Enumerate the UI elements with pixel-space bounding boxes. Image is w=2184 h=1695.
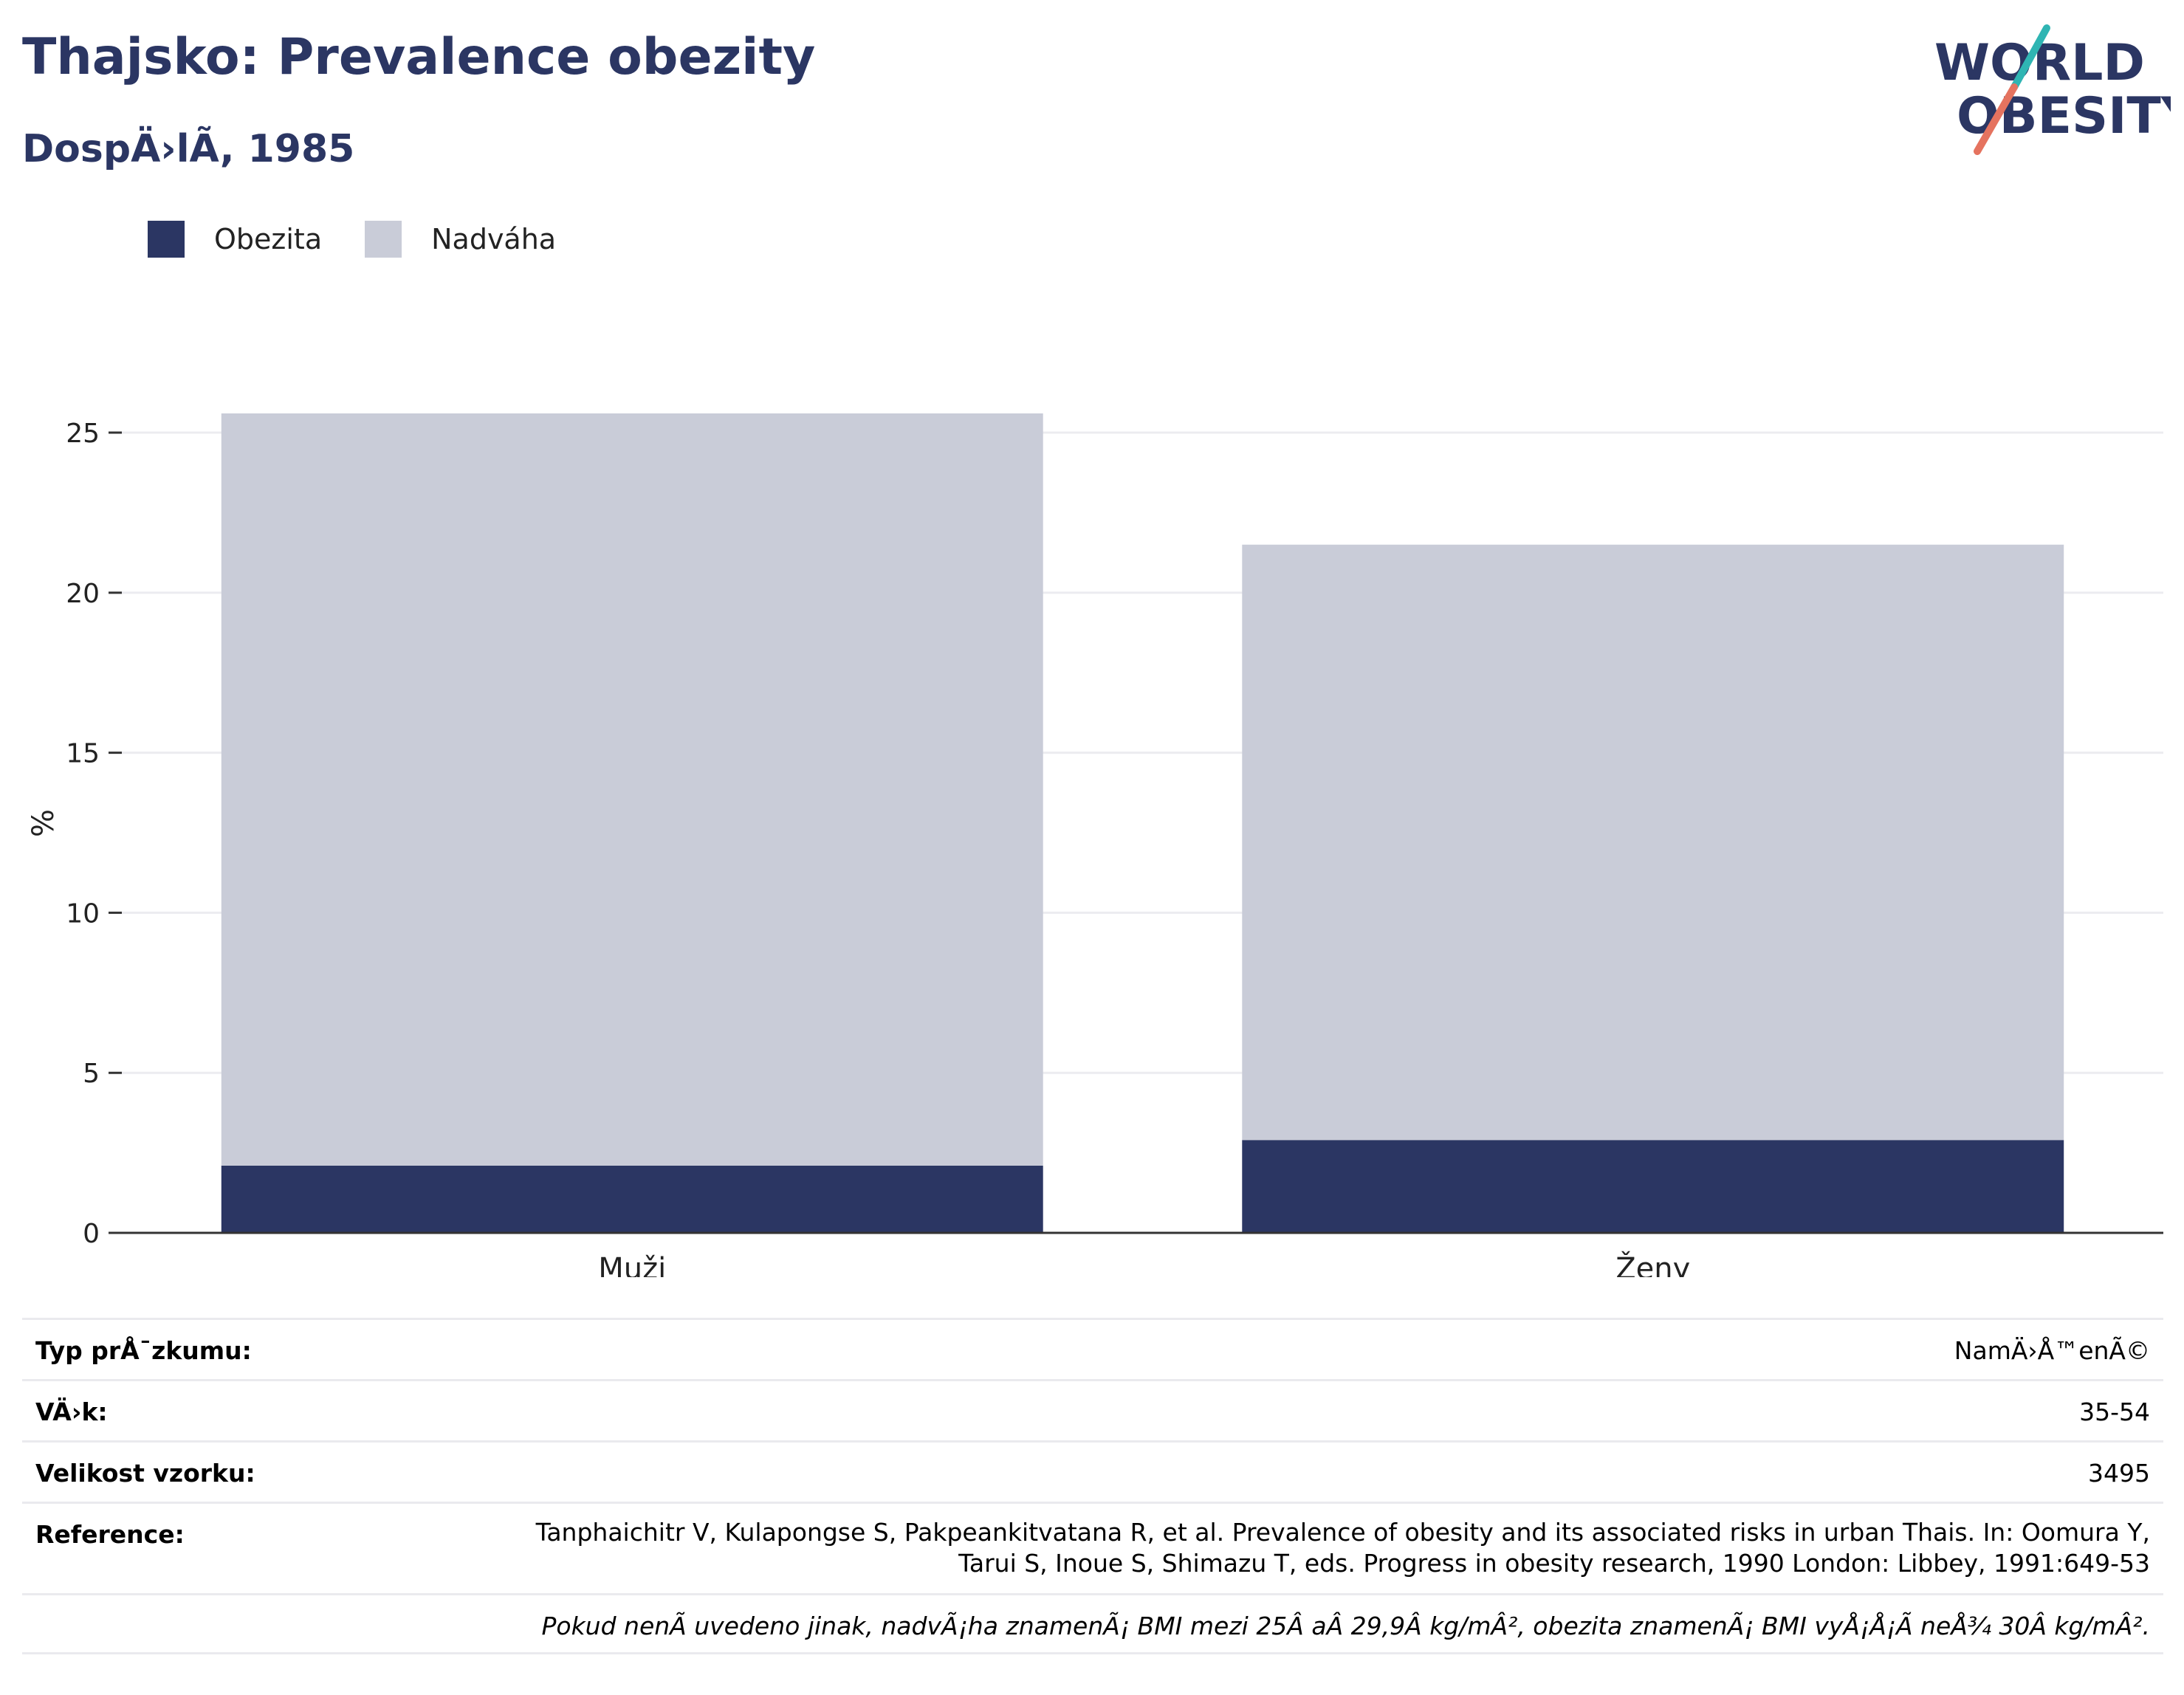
bar-obesity-1 bbox=[221, 1165, 1043, 1233]
legend-label-overweight: Nadváha bbox=[431, 223, 557, 255]
reference-text: Tanphaichitr V, Kulapongse S, Pakpeankit… bbox=[536, 1517, 2150, 1579]
reference-line-1: Tanphaichitr V, Kulapongse S, Pakpeankit… bbox=[535, 1518, 2150, 1547]
chart-legend: Obezita Nadváha bbox=[148, 219, 599, 260]
logo-slash-teal bbox=[2010, 24, 2050, 91]
bar-obesity-2 bbox=[1242, 1140, 2064, 1233]
age-label: VÄ›k: bbox=[35, 1397, 108, 1426]
detail-row-study-type: Typ prÅ¯zkumu: NamÄ›Å™enÃ© bbox=[22, 1318, 2163, 1379]
legend-swatch-obesity bbox=[148, 221, 185, 258]
y-tick-label: 0 bbox=[83, 1219, 100, 1249]
world-obesity-logo: WORLD OBESITY bbox=[1934, 24, 2171, 155]
sample-size-label: Velikost vzorku: bbox=[35, 1459, 255, 1488]
detail-row-note: Pokud nenÃ uvedeno jinak, nadvÃ¡ha zname… bbox=[22, 1593, 2163, 1654]
y-tick-label: 20 bbox=[66, 579, 100, 609]
y-tick-label: 15 bbox=[66, 739, 100, 769]
bar-chart: 0 5 10 15 20 25% Muži Ženy bbox=[27, 413, 2163, 1277]
logo-slash-coral bbox=[1974, 83, 2018, 155]
study-details-table: Typ prÅ¯zkumu: NamÄ›Å™enÃ© VÄ›k: 35-54 V… bbox=[22, 1318, 2163, 1654]
legend-item-obesity: Obezita bbox=[148, 221, 322, 258]
reference-label: Reference: bbox=[35, 1520, 185, 1549]
logo-word-obesity: OBESITY bbox=[1957, 87, 2171, 145]
bar-overweight-2 bbox=[1242, 544, 2064, 1141]
age-value: 35-54 bbox=[2079, 1397, 2150, 1426]
detail-row-sample-size: Velikost vzorku: 3495 bbox=[22, 1440, 2163, 1502]
y-axis-label: % bbox=[27, 809, 61, 837]
reference-line-2: Tarui S, Inoue S, Shimazu T, eds. Progre… bbox=[958, 1549, 2150, 1578]
legend-label-obesity: Obezita bbox=[214, 223, 323, 255]
y-tick-label: 5 bbox=[83, 1059, 100, 1089]
x-tick-label: Ženy bbox=[1615, 1251, 1690, 1277]
y-tick-label: 25 bbox=[66, 419, 100, 449]
bar-overweight-1 bbox=[221, 413, 1043, 1166]
legend-swatch-overweight bbox=[365, 221, 402, 258]
x-tick-label: Muži bbox=[598, 1252, 666, 1277]
bmi-definition-note: Pokud nenÃ uvedeno jinak, nadvÃ¡ha zname… bbox=[541, 1612, 2150, 1640]
study-type-value: NamÄ›Å™enÃ© bbox=[1954, 1336, 2150, 1365]
legend-item-overweight: Nadváha bbox=[365, 221, 556, 258]
sample-size-value: 3495 bbox=[2088, 1459, 2150, 1488]
chart-subtitle: DospÄ›lÃ, 1985 bbox=[22, 127, 355, 171]
detail-row-reference: Reference: Tanphaichitr V, Kulapongse S,… bbox=[22, 1502, 2163, 1593]
chart-title: Thajsko: Prevalence obezity bbox=[22, 28, 816, 86]
study-type-label: Typ prÅ¯zkumu: bbox=[35, 1336, 252, 1365]
detail-row-age: VÄ›k: 35-54 bbox=[22, 1379, 2163, 1440]
y-tick-label: 10 bbox=[66, 898, 100, 929]
